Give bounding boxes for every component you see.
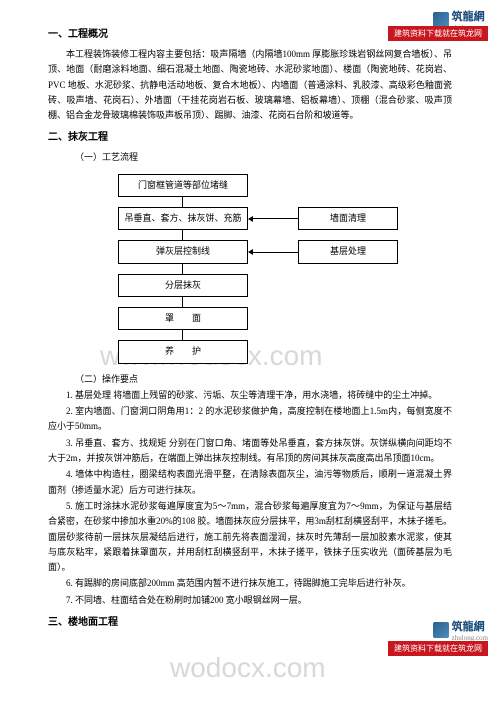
- op-point-6: 6. 有踢脚的房间底部200mm 高范围内暂不进行抹灰施工，待踢脚施工完毕后进行…: [48, 576, 452, 591]
- watermark: wodocx.com: [170, 652, 326, 684]
- flow-connector: [182, 264, 183, 274]
- op-point-2: 2. 室内墙面、门窗洞口阴角用1：2 的水泥砂浆做护角，高度控制在楼地面上1.5…: [48, 404, 452, 435]
- flow-connector: [182, 330, 183, 340]
- section-2-title: 二、抹灰工程: [48, 129, 452, 146]
- section-2-sub2: （二）操作要点: [57, 372, 452, 387]
- flow-connector: [182, 197, 183, 207]
- process-flowchart: 门窗框管道等部位堵缝 吊垂直、套方、抹灰饼、充筋 墙面清理 弹灰层控制线 基层处…: [118, 174, 398, 364]
- document-page: 一、工程概况 本工程装饰装修工程内容主要包括：吸声隔墙（内隔墙100mm 厚膨胀…: [0, 0, 500, 655]
- op-point-1: 1. 基层处理 将墙面上残留的砂浆、污垢、灰尘等清理干净，用水浇墙，将砖缝中的尘…: [48, 388, 452, 403]
- flow-node: 门窗框管道等部位堵缝: [118, 174, 248, 197]
- flow-node: 墙面清理: [298, 207, 398, 230]
- flow-node: 弹灰层控制线: [118, 240, 248, 263]
- section-1-title: 一、工程概况: [48, 26, 452, 43]
- section-3-title: 三、楼地面工程: [48, 614, 452, 631]
- flow-node: 吊垂直、套方、抹灰饼、充筋: [118, 207, 248, 230]
- flow-connector: [253, 252, 298, 253]
- op-point-5: 5. 施工时涂抹水泥砂浆每遍厚度宜为5～7mm，混合砂浆每遍厚度宜为7～9mm，…: [48, 499, 452, 575]
- section-1-paragraph: 本工程装饰装修工程内容主要包括：吸声隔墙（内隔墙100mm 厚膨胀珍珠岩钢丝网复…: [48, 47, 452, 123]
- flow-connector: [182, 297, 183, 307]
- op-point-3: 3. 吊垂直、套方、找规矩 分别在门窗口角、堵面等处吊垂直，套方抹灰饼。灰饼纵横…: [48, 436, 452, 467]
- flow-node: 基层处理: [298, 240, 398, 263]
- op-point-7: 7. 不同墙、柱面结合处在粉刷时加铺200 宽小眼钢丝网一层。: [48, 593, 452, 608]
- flow-connector: [182, 230, 183, 240]
- op-point-4: 4. 墙体中构造柱，圈梁结构表面光滑平整，在清除表面灰尘，油污等物质后，顺刷一道…: [48, 467, 452, 498]
- flow-node: 分层抹灰: [118, 274, 248, 297]
- flow-node: 罩 面: [118, 307, 248, 330]
- flow-connector: [253, 218, 298, 219]
- flow-node: 养 护: [118, 340, 248, 363]
- section-2-sub1: （一）工艺流程: [57, 150, 452, 165]
